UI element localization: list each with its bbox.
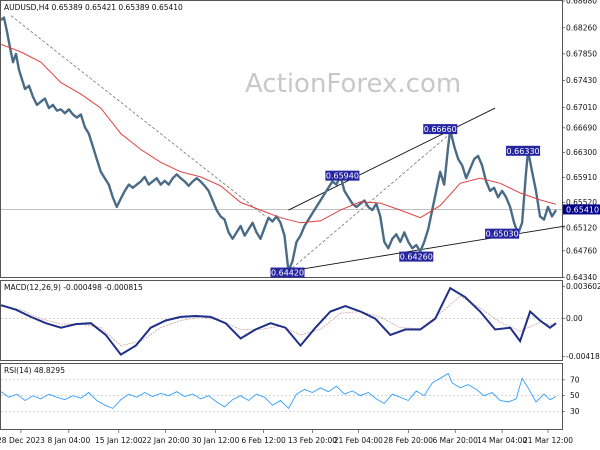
annotation-label-0: 0.64420: [271, 269, 304, 278]
annotation-box-5: [506, 145, 541, 156]
trendline-1: [288, 107, 496, 211]
annotation-box-1: [325, 170, 360, 181]
macd-y-tick-0: 0.003602: [566, 282, 600, 291]
price-layer: 0.64420 0.65940 0.64260 0.66660 0.65030 0.663…: [0, 15, 566, 278]
x-tick-6: 13 Feb 20:00: [288, 436, 337, 445]
trendline-2: [10, 15, 266, 217]
annotation-label-1: 0.65940: [326, 172, 359, 181]
x-tick-11: 21 Mar 12:00: [523, 436, 573, 445]
macd-y-axis: 0.003602 0.00 -0.004188: [562, 282, 600, 361]
macd-panel-frame: [0, 280, 563, 361]
macd-y-tick-2: -0.004188: [566, 352, 600, 361]
macd-panel-title: MACD(12,26,9) -0.000498 -0.000815: [4, 283, 143, 292]
x-tick-9: 6 Mar 20:00: [433, 436, 479, 445]
x-tick-3: 22 Jan 20:00: [142, 436, 190, 445]
macd-layer: [0, 286, 562, 356]
last-price-tag: [563, 204, 600, 215]
annotation-box-4: [485, 228, 520, 239]
rsi-panel-title: RSI(14) 48.8295: [4, 366, 65, 375]
annotation-box-3: [423, 124, 458, 135]
x-tick-0: 28 Dec 2023: [0, 436, 45, 445]
annotation-label-4: 0.65030: [486, 230, 519, 239]
price-y-tick-0: 0.68680: [566, 0, 597, 6]
annotation-label-5: 0.66330: [507, 147, 540, 156]
price-y-tick-4: 0.67010: [566, 103, 597, 112]
price-panel-title: AUDUSD,H4 0.65389 0.65421 0.65389 0.6541…: [4, 3, 183, 12]
price-y-tick-11: 0.64340: [566, 273, 597, 282]
x-tick-8: 28 Feb 20:00: [384, 436, 433, 445]
rsi-y-tick-2: 30: [570, 407, 580, 416]
price-y-tick-7: 0.65910: [566, 173, 597, 182]
rsi-y-tick-1: 50: [570, 391, 580, 400]
moving-average-line: [0, 43, 557, 224]
price-y-tick-2: 0.67850: [566, 49, 597, 58]
rsi-y-tick-0: 70: [570, 375, 580, 384]
annotation-box-2: [399, 251, 434, 262]
x-tick-7: 21 Feb 04:00: [334, 436, 383, 445]
x-tick-10: 14 Mar 04:00: [477, 436, 527, 445]
x-tick-2: 15 Jan 12:00: [95, 436, 143, 445]
macd-y-tick-1: 0.00: [566, 314, 583, 323]
last-price-label: 0.65410: [566, 205, 599, 214]
rsi-line: [0, 372, 557, 410]
price-y-tick-1: 0.68260: [566, 23, 597, 32]
x-tick-5: 6 Feb 12:00: [241, 436, 286, 445]
x-tick-4: 30 Jan 12:00: [192, 436, 240, 445]
price-y-tick-3: 0.67430: [566, 76, 597, 85]
annotation-box-0: [270, 267, 305, 278]
price-y-tick-6: 0.66300: [566, 148, 597, 157]
x-axis: 28 Dec 2023 8 Jan 04:00 15 Jan 12:00 22 Jan…: [0, 430, 573, 445]
rsi-layer: [0, 372, 562, 412]
rsi-y-axis: 70 50 30: [562, 375, 580, 416]
rsi-panel-frame: [0, 363, 563, 430]
price-y-tick-10: 0.64760: [566, 246, 597, 255]
annotation-label-2: 0.64260: [400, 253, 433, 262]
x-tick-1: 8 Jan 04:00: [48, 436, 91, 445]
price-y-tick-5: 0.66690: [566, 123, 597, 132]
watermark: ActionForex.com: [245, 69, 461, 99]
annotation-label-3: 0.66660: [424, 125, 457, 134]
price-y-tick-8: 0.65520: [566, 198, 597, 207]
price-y-tick-9: 0.65120: [566, 223, 597, 232]
macd-line: [0, 286, 557, 356]
price-y-axis: 0.68680 0.68260 0.67850 0.67430 0.67010 0.666…: [562, 0, 600, 282]
